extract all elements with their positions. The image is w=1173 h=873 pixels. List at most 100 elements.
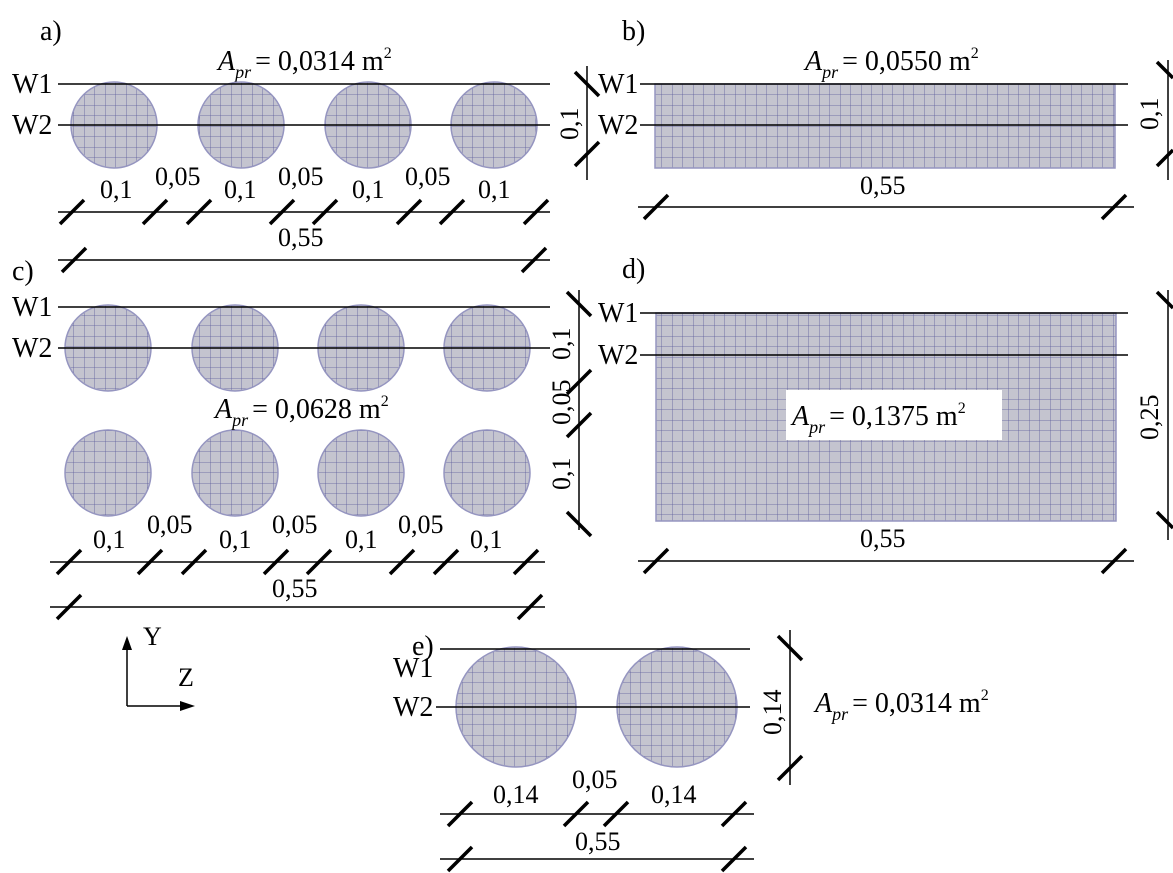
w1-label: W1 <box>393 653 433 684</box>
w2-label: W2 <box>598 110 638 141</box>
w2-label: W2 <box>12 110 52 141</box>
circular-section <box>191 429 279 517</box>
area-subscript: pr <box>230 410 249 430</box>
panel-c-circles-bottom <box>64 429 531 517</box>
dim-gap-5: 0,1 <box>352 175 385 204</box>
dim-gap-4: 0,05 <box>272 510 318 539</box>
area-symbol: A <box>813 688 833 719</box>
area-symbol: A <box>216 46 236 77</box>
panel-b-label: b) <box>622 16 645 47</box>
panel-e-label: e) <box>412 631 434 662</box>
dim-total: 0,55 <box>278 223 324 252</box>
panel-b: b) Apr = 0,0550 m2 W1 W2 0,55 0,1 <box>598 16 1173 221</box>
svg-text:Apr= 0,0550 m2: Apr = 0,0550 m2 <box>803 45 979 82</box>
dim-gap-7: 0,1 <box>470 525 503 554</box>
w2-label: W2 <box>12 333 52 364</box>
dim-gap-3: 0,14 <box>651 780 697 809</box>
w2-label: W2 <box>598 340 638 371</box>
area-value: = 0,0550 m <box>842 46 971 77</box>
dim-width: 0,55 <box>860 171 906 200</box>
svg-text:Apr= 0,0628 m2: Apr = 0,0628 m2 <box>213 393 389 430</box>
y-axis-label: Y <box>143 622 162 651</box>
dim-gap-3: 0,1 <box>219 525 252 554</box>
circular-section <box>317 429 405 517</box>
panel-d: d) W1 W2 Apr = 0,1375 m2 0,55 0,25 <box>598 254 1173 575</box>
dim-gap-2: 0,05 <box>155 162 201 191</box>
svg-text:Apr= 0,1375 m2: Apr = 0,1375 m2 <box>790 400 966 437</box>
dim-gap-1: 0,1 <box>93 525 126 554</box>
area-subscript: pr <box>807 417 826 437</box>
dim-height: 0,25 <box>1135 395 1164 441</box>
area-value: = 0,0628 m <box>252 394 381 425</box>
w1-label: W1 <box>598 69 638 100</box>
dim-gap-5: 0,1 <box>345 525 378 554</box>
panel-d-width-dimension <box>638 547 1134 575</box>
panel-d-label: d) <box>622 254 645 285</box>
w1-label: W1 <box>12 69 52 100</box>
panel-b-width-dimension <box>638 193 1134 221</box>
area-unit-exponent: 2 <box>381 393 389 410</box>
dim-width: 0,55 <box>860 524 906 553</box>
dim-height: 0,1 <box>1135 98 1164 131</box>
area-symbol: A <box>803 46 823 77</box>
area-label-box <box>786 390 1002 440</box>
dim-gap-2: 0,05 <box>572 765 618 794</box>
dim-gap-6: 0,05 <box>405 162 451 191</box>
axis-indicator: Y Z <box>122 622 195 711</box>
dim-gap-3: 0,1 <box>224 175 257 204</box>
area-unit-exponent: 2 <box>958 400 966 417</box>
dim-gap-1: 0,1 <box>100 175 133 204</box>
area-unit-exponent: 2 <box>981 687 989 704</box>
panel-c-height-dimension <box>565 290 593 538</box>
panel-e: e) W1 W2 Apr = 0,0314 m2 0,14 0,14 0,05 0… <box>393 630 989 873</box>
dim-gap-2: 0,05 <box>147 510 193 539</box>
dim-height-1: 0,1 <box>547 328 576 361</box>
area-subscript: pr <box>233 62 252 82</box>
panel-c-total-dimension <box>50 593 545 621</box>
dim-height-2: 0,05 <box>547 380 576 426</box>
dim-height: 0,14 <box>758 690 787 736</box>
panel-e-height-dimension <box>776 630 804 785</box>
w1-label: W1 <box>598 298 638 329</box>
panel-c-label: c) <box>12 256 34 287</box>
area-value: = 0,0314 m <box>852 688 981 719</box>
w2-label: W2 <box>393 692 433 723</box>
panel-a-dimension-chain <box>58 198 550 226</box>
area-subscript: pr <box>820 62 839 82</box>
area-symbol: A <box>213 394 233 425</box>
circular-section <box>64 429 152 517</box>
z-axis-label: Z <box>178 663 194 692</box>
panel-e-total-dimension <box>440 845 754 873</box>
svg-text:Apr= 0,0314 m2: Apr = 0,0314 m2 <box>216 45 392 82</box>
area-value: = 0,0314 m <box>255 46 384 77</box>
panel-e-dimension-chain <box>440 800 754 828</box>
dim-total: 0,55 <box>272 574 318 603</box>
panel-a-label: a) <box>40 16 62 47</box>
area-symbol: A <box>790 401 810 432</box>
area-value: = 0,1375 m <box>829 401 958 432</box>
svg-text:Apr= 0,0314 m2: Apr = 0,0314 m2 <box>813 687 989 724</box>
panel-a-total-dimension <box>58 246 550 274</box>
y-arrowhead-icon <box>122 636 132 650</box>
circular-section <box>443 429 531 517</box>
area-unit-exponent: 2 <box>384 45 392 62</box>
dim-total: 0,55 <box>575 827 621 856</box>
panel-a-area-label: Apr = 0,0314 m2 <box>216 45 392 82</box>
dim-gap-6: 0,05 <box>398 510 444 539</box>
panel-b-height-dimension <box>1155 60 1173 180</box>
dim-height-3: 0,1 <box>547 458 576 491</box>
z-arrowhead-icon <box>180 701 195 711</box>
panel-a-height-dimension <box>573 66 601 180</box>
panel-d-height-dimension <box>1155 290 1173 540</box>
dim-gap-7: 0,1 <box>478 175 511 204</box>
rectangular-section <box>654 83 1116 169</box>
dim-height: 0,1 <box>555 108 584 141</box>
panel-c: c) W1 W2 Apr = 0,0628 m2 <box>12 256 593 621</box>
panel-a: a) Apr = 0,0314 m2 W1 W2 0,1 0,05 0,1 <box>12 16 601 274</box>
dim-gap-4: 0,05 <box>278 162 324 191</box>
area-subscript: pr <box>830 704 849 724</box>
w1-label: W1 <box>12 292 52 323</box>
dim-gap-1: 0,14 <box>493 780 539 809</box>
area-unit-exponent: 2 <box>971 45 979 62</box>
